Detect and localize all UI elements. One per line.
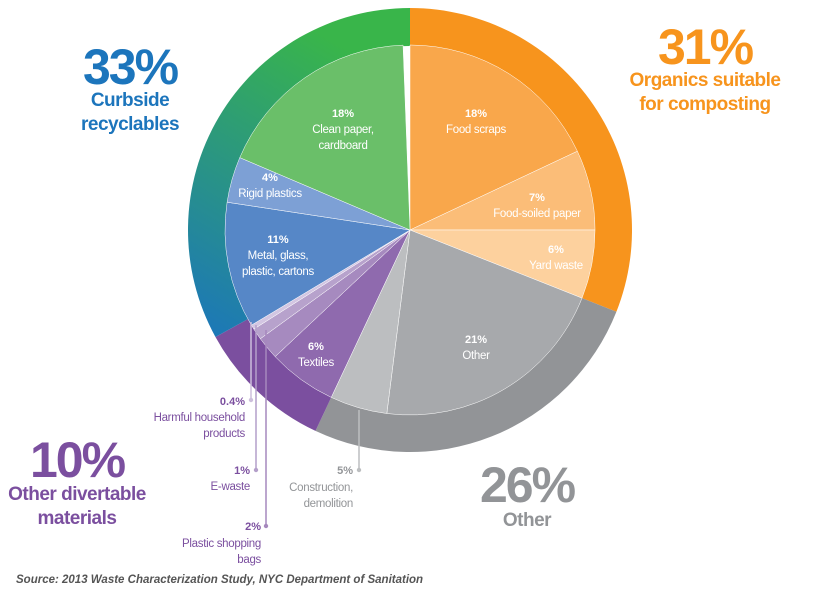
label-rigid-plastics: Rigid plastics — [238, 188, 302, 200]
label-harmful: Harmful household — [154, 412, 245, 424]
label-plastic-bags-pct: 2% — [245, 521, 261, 533]
leader-lines — [248, 322, 362, 529]
pie-slice-other — [386, 229, 583, 416]
label-other-pct: 21% — [465, 334, 487, 346]
group-curbside-label: Curbside — [91, 90, 169, 111]
group-other-pct: 26% — [480, 457, 576, 513]
label-yard-pct: 6% — [548, 244, 564, 256]
ring-segment-organics-suitable-for-composting — [410, 8, 632, 312]
group-organics-label: Organics suitable — [630, 70, 781, 91]
label-construction-pct: 5% — [337, 465, 353, 477]
label-food-scraps-pct: 18% — [465, 108, 487, 120]
inner-pie — [224, 44, 596, 416]
pie-slice-food-scraps — [409, 44, 578, 231]
label-food-soiled-pct: 7% — [529, 192, 545, 204]
group-other-label: Other — [503, 510, 552, 531]
group-divertable-label-2: materials — [38, 508, 117, 529]
label-plastic-bags: Plastic shopping — [182, 538, 261, 550]
pie-slice-metal-glass-plastic-cartons — [224, 201, 411, 326]
label-ewaste-pct: 1% — [234, 465, 250, 477]
label-ewaste: E-waste — [211, 481, 250, 493]
source-note: Source: 2013 Waste Characterization Stud… — [16, 574, 423, 586]
ring-segment-curbside-recyclables — [187, 8, 410, 337]
leader-dot-plastic-bags — [263, 523, 269, 529]
label-construction-2: demolition — [304, 498, 353, 510]
label-harmful-2: products — [203, 428, 245, 440]
group-curbside-pct: 33% — [83, 39, 179, 95]
label-clean-paper-pct: 18% — [332, 108, 354, 120]
label-other: Other — [462, 350, 490, 362]
label-textiles-pct: 6% — [308, 341, 324, 353]
label-plastic-bags-2: bags — [237, 554, 261, 566]
label-metal-pct: 11% — [267, 234, 289, 246]
pie-slice-clean-paper-cardboard — [239, 44, 411, 231]
label-rigid-plastics-pct: 4% — [262, 172, 278, 184]
label-clean-paper-2: cardboard — [318, 140, 367, 152]
group-curbside-label-2: recyclables — [81, 114, 179, 135]
label-yard: Yard waste — [529, 260, 583, 272]
label-metal: Metal, glass, — [248, 250, 309, 262]
label-textiles: Textiles — [298, 357, 334, 369]
ring-segment-other-divertable-materials — [215, 318, 332, 431]
label-metal-2: plastic, cartons — [242, 266, 314, 278]
label-clean-paper: Clean paper, — [312, 124, 374, 136]
label-food-scraps: Food scraps — [446, 124, 507, 136]
group-divertable-label: Other divertable — [8, 484, 146, 505]
label-food-soiled: Food-soiled paper — [493, 208, 581, 220]
group-organics-label-2: for composting — [639, 94, 770, 115]
leader-dot-construction — [356, 467, 362, 473]
leader-dot-ewaste — [253, 467, 259, 473]
group-divertable-pct: 10% — [30, 432, 126, 488]
leader-dot-harmful — [248, 397, 254, 403]
label-harmful-pct: 0.4% — [220, 396, 245, 408]
label-construction: Construction, — [289, 482, 353, 494]
group-organics-pct: 31% — [658, 19, 754, 75]
